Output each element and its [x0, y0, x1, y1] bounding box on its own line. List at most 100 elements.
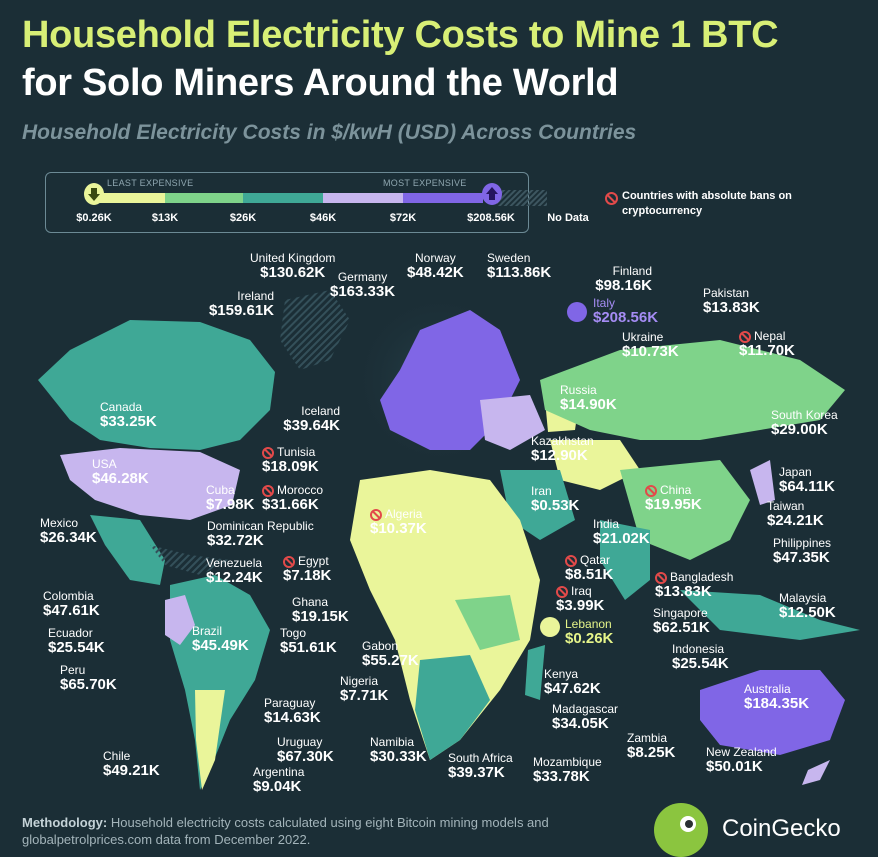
country-label-japan: Japan $64.11K — [779, 465, 835, 495]
country-label-pakistan: Pakistan $13.83K — [703, 286, 760, 316]
country-label-germany: Germany $163.33K — [330, 270, 396, 300]
legend-tick: $26K — [229, 212, 257, 224]
country-label-zambia: Zambia $8.25K — [627, 731, 676, 761]
country-label-colombia: Colombia $47.61K — [43, 589, 100, 619]
country-label-iceland: Iceland $39.64K — [283, 404, 340, 434]
country-label-nepal: Nepal $11.70K — [739, 329, 795, 359]
map-southern-africa — [415, 655, 490, 760]
legend-no-data-swatch — [497, 190, 547, 206]
country-label-kazakhstan: Kazakhstan $12.90K — [531, 434, 594, 464]
country-label-canada: Canada $33.25K — [100, 400, 157, 430]
country-label-tunisia: Tunisia $18.09K — [262, 445, 319, 475]
legend-tick: $72K — [389, 212, 417, 224]
country-label-italy: Italy $208.56K — [593, 296, 659, 326]
map-australia — [700, 670, 845, 755]
country-label-uruguay: Uruguay $67.30K — [277, 735, 334, 765]
country-label-madagascar: Madagascar $34.05K — [552, 702, 619, 732]
map-mexico — [90, 515, 165, 585]
country-label-argentina: Argentina $9.04K — [253, 765, 305, 795]
country-label-bangladesh: Bangladesh $13.83K — [655, 570, 734, 600]
map-colombia — [165, 595, 195, 645]
most-expensive-pin-icon — [482, 183, 502, 205]
legend-tick: $0.26K — [76, 212, 112, 224]
country-label-finland: Finland $98.16K — [595, 264, 652, 294]
country-label-ukraine: Ukraine $10.73K — [622, 330, 679, 360]
country-label-sweden: Sweden $113.86K — [487, 251, 552, 281]
legend-swatch-2 — [165, 193, 243, 203]
legend-tick: $46K — [309, 212, 337, 224]
country-label-dominican-republic: Dominican Republic $32.72K — [207, 519, 314, 549]
least-expensive-pin-icon — [84, 183, 104, 205]
country-label-venezuela: Venezuela $12.24K — [206, 556, 263, 586]
country-label-lebanon: Lebanon $0.26K — [565, 617, 614, 647]
country-label-gabon: Gabon $55.27K — [362, 639, 419, 669]
country-label-new-zealand: New Zealand $50.01K — [706, 745, 777, 775]
country-label-cuba: Cuba $7.98K — [206, 483, 255, 513]
legend-swatch-4 — [323, 193, 403, 203]
map-africa — [350, 470, 540, 760]
country-label-taiwan: Taiwan $24.21K — [767, 499, 824, 529]
coingecko-logo-icon — [654, 803, 708, 857]
map-canada — [38, 320, 275, 450]
country-label-russia: Russia $14.90K — [560, 383, 617, 413]
country-label-norway: Norway $48.42K — [407, 251, 464, 281]
map-indonesia — [680, 590, 860, 640]
country-label-egypt: Egypt $7.18K — [283, 554, 332, 584]
country-label-ireland: Ireland $159.61K — [208, 289, 274, 319]
legend-swatch-1 — [95, 193, 165, 203]
country-label-south-africa: South Africa $39.37K — [448, 751, 513, 781]
legend-ban-note: Countries with absolute bans on cryptocu… — [622, 190, 792, 217]
country-label-togo: Togo $51.61K — [280, 626, 337, 656]
legend-least-label: LEAST EXPENSIVE — [107, 178, 194, 188]
map-japan — [750, 460, 775, 505]
country-label-namibia: Namibia $30.33K — [370, 735, 427, 765]
country-label-philippines: Philippines $47.35K — [773, 536, 832, 566]
country-label-kenya: Kenya $47.62K — [544, 667, 601, 697]
legend-tick: $13K — [151, 212, 179, 224]
legend-most-label: MOST EXPENSIVE — [383, 178, 467, 188]
country-label-morocco: Morocco $31.66K — [262, 483, 324, 513]
country-label-iran: Iran $0.53K — [531, 484, 580, 514]
country-label-malaysia: Malaysia $12.50K — [779, 591, 836, 621]
legend-swatch-3 — [243, 193, 323, 203]
legend-swatch-5 — [403, 193, 483, 203]
country-label-south-korea: South Korea $29.00K — [771, 408, 838, 438]
map-central-africa — [455, 595, 520, 650]
country-label-nigeria: Nigeria $7.71K — [340, 674, 389, 704]
country-label-mozambique: Mozambique $33.78K — [533, 755, 602, 785]
brand-name: CoinGecko — [722, 815, 841, 842]
country-label-algeria: Algeria $10.37K — [370, 507, 427, 537]
country-label-australia: Australia $184.35K — [744, 682, 810, 712]
methodology-text: Household electricity costs calculated u… — [22, 815, 549, 847]
country-label-united-kingdom: United Kingdom $130.62K — [250, 251, 336, 281]
map-madagascar — [525, 645, 545, 700]
map-russia — [540, 340, 845, 440]
map-greenland — [280, 290, 350, 370]
methodology-note: Methodology: Household electricity costs… — [22, 814, 642, 848]
country-label-paraguay: Paraguay $14.63K — [264, 696, 321, 726]
map-central-america — [150, 545, 230, 575]
map-usa — [60, 448, 240, 520]
country-label-ecuador: Ecuador $25.54K — [48, 626, 105, 656]
italy-pin-icon — [567, 302, 587, 322]
country-label-iraq: Iraq $3.99K — [556, 584, 605, 614]
legend-no-data-label: No Data — [547, 212, 589, 224]
map-argentina — [195, 690, 225, 790]
country-label-brazil: Brazil $45.49K — [192, 624, 249, 654]
ban-icon — [605, 190, 618, 208]
methodology-label: Methodology: — [22, 815, 108, 830]
legend-tick: $208.56K — [467, 212, 515, 224]
country-label-qatar: Qatar $8.51K — [565, 553, 614, 583]
country-label-indonesia: Indonesia $25.54K — [672, 642, 729, 672]
country-label-china: China $19.95K — [645, 483, 702, 513]
country-label-chile: Chile $49.21K — [103, 749, 160, 779]
country-label-peru: Peru $65.70K — [60, 663, 117, 693]
title-line-2: for Solo Miners Around the World — [22, 62, 619, 104]
country-label-india: India $21.02K — [593, 517, 650, 547]
map-eastern-europe — [480, 395, 545, 450]
country-label-ghana: Ghana $19.15K — [292, 595, 349, 625]
map-south-america — [170, 575, 270, 790]
lebanon-pin-icon — [540, 617, 560, 637]
country-label-mexico: Mexico $26.34K — [40, 516, 97, 546]
